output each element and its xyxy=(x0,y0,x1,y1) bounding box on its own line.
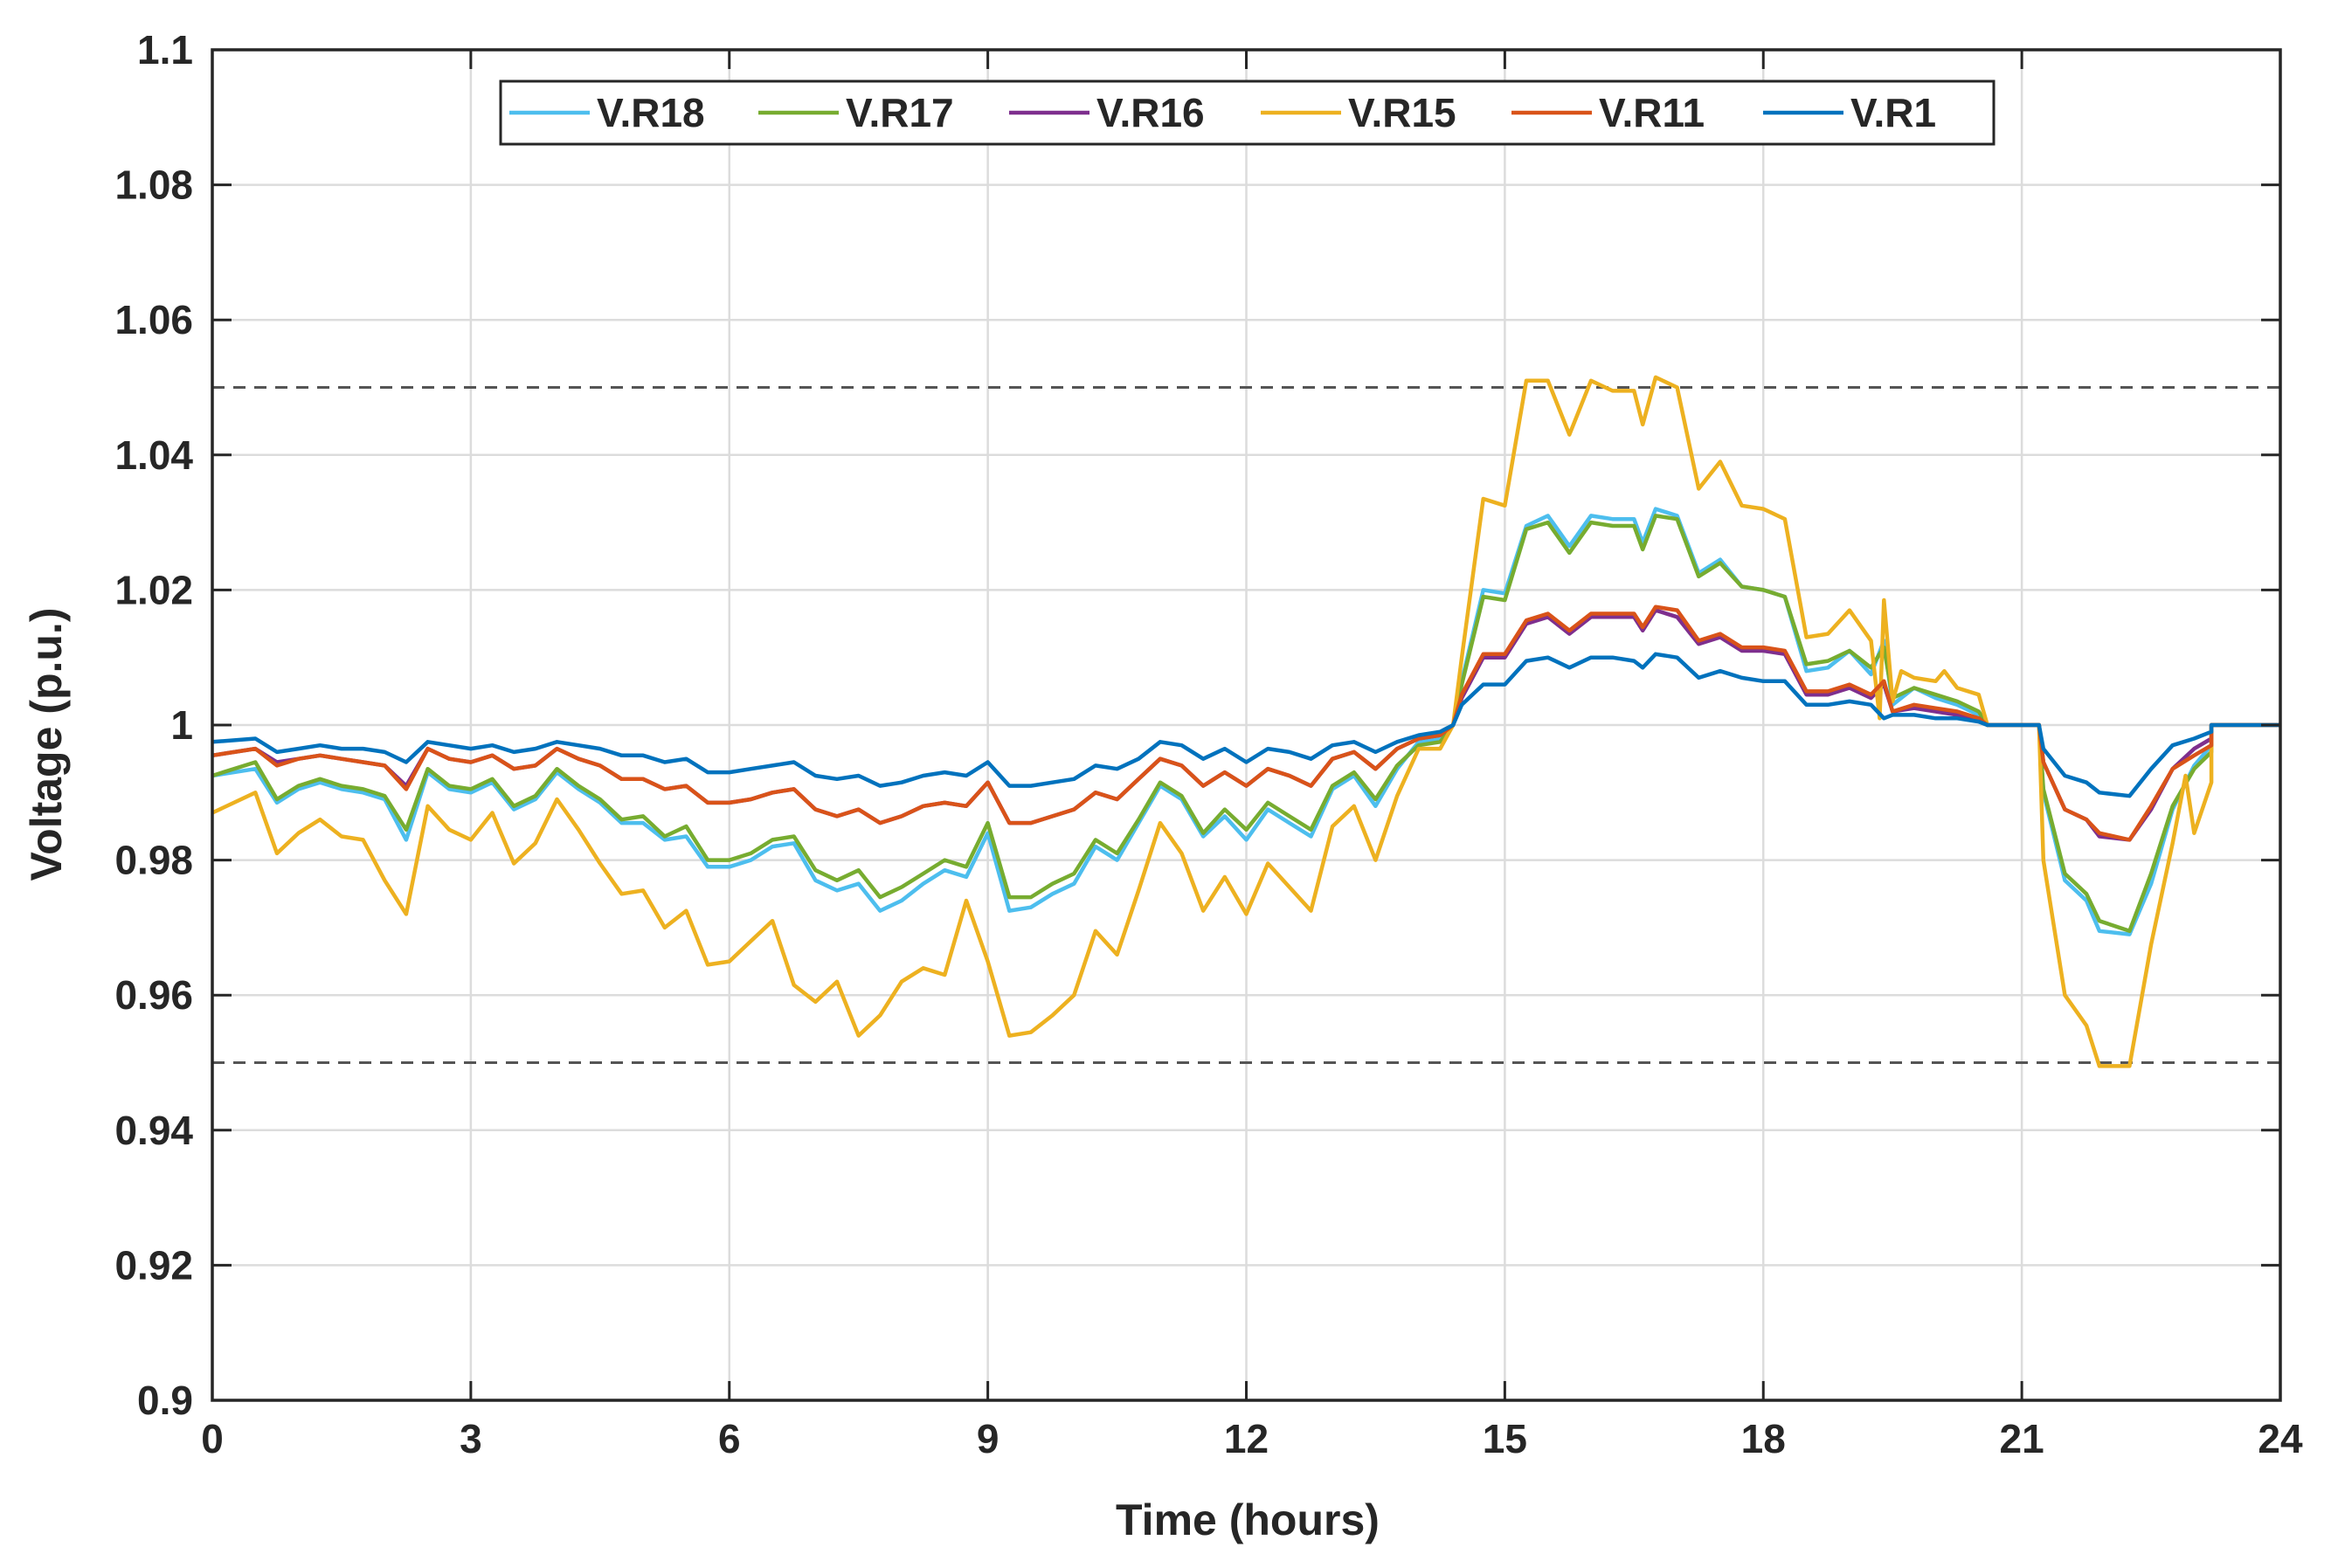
axis-ticks xyxy=(211,48,2282,1402)
y-axis-label: Voltage (p.u.) xyxy=(22,608,71,881)
series-lines xyxy=(211,375,2280,1068)
x-tick-label: 3 xyxy=(460,1416,482,1461)
y-tick-label: 0.94 xyxy=(114,1108,193,1153)
series-line-v-r11 xyxy=(211,604,2280,842)
legend-label: V.R11 xyxy=(1599,90,1705,135)
x-tick-label: 21 xyxy=(2000,1416,2044,1461)
legend-label: V.R16 xyxy=(1096,90,1205,135)
legend-label: V.R17 xyxy=(846,90,954,135)
legend: V.R18 V.R17 V.R16 V.R15 V.R11 V.R1 xyxy=(499,79,1996,146)
y-tick-labels: 0.9 0.92 0.94 0.96 0.98 1 1.02 1.04 1.06 1.08 1.1 xyxy=(114,27,193,1423)
series-line-v-r17 xyxy=(211,514,2280,934)
limit-lines xyxy=(212,386,2280,1064)
y-tick-label: 1.1 xyxy=(137,27,193,73)
series-line-v-r1 xyxy=(211,652,2280,798)
y-tick-label: 1.06 xyxy=(114,297,193,342)
legend-label: V.R1 xyxy=(1850,90,1936,135)
grid xyxy=(212,50,2280,1400)
y-tick-label: 0.96 xyxy=(114,972,193,1018)
x-tick-label: 18 xyxy=(1741,1416,1786,1461)
series-line-v-r18 xyxy=(211,507,2280,936)
x-tick-label: 24 xyxy=(2258,1416,2303,1461)
legend-label: V.R18 xyxy=(597,90,705,135)
y-tick-label: 1 xyxy=(170,702,193,748)
series-line-v-r15 xyxy=(211,375,2280,1068)
y-tick-label: 1.08 xyxy=(114,162,193,208)
legend-label: V.R15 xyxy=(1348,90,1456,135)
x-tick-labels: 0 3 6 9 12 15 18 21 24 xyxy=(201,1416,2303,1461)
x-tick-label: 6 xyxy=(718,1416,741,1461)
legend-box xyxy=(499,79,1996,146)
y-tick-label: 1.04 xyxy=(114,432,193,478)
x-tick-label: 12 xyxy=(1224,1416,1269,1461)
y-tick-label: 0.9 xyxy=(137,1378,193,1423)
y-tick-label: 0.98 xyxy=(114,838,193,883)
x-tick-label: 0 xyxy=(201,1416,224,1461)
x-tick-label: 15 xyxy=(1483,1416,1527,1461)
x-tick-label: 9 xyxy=(977,1416,999,1461)
y-tick-label: 0.92 xyxy=(114,1242,193,1288)
y-tick-label: 1.02 xyxy=(114,567,193,612)
x-axis-label: Time (hours) xyxy=(1116,1495,1380,1544)
